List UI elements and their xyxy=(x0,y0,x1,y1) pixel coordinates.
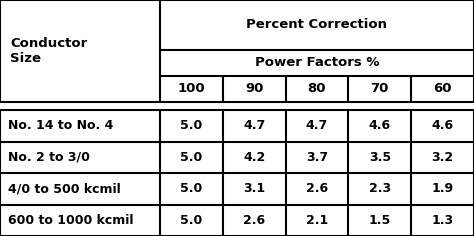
Text: 1.9: 1.9 xyxy=(431,182,454,195)
Text: 2.6: 2.6 xyxy=(306,182,328,195)
Text: 60: 60 xyxy=(433,83,452,96)
Text: No. 14 to No. 4: No. 14 to No. 4 xyxy=(8,119,113,132)
Text: 100: 100 xyxy=(178,83,205,96)
Text: 4.6: 4.6 xyxy=(431,119,454,132)
Text: 4/0 to 500 kcmil: 4/0 to 500 kcmil xyxy=(8,182,121,195)
Text: 80: 80 xyxy=(308,83,326,96)
Text: Conductor
Size: Conductor Size xyxy=(10,37,87,65)
Text: 4.6: 4.6 xyxy=(369,119,391,132)
Text: 2.3: 2.3 xyxy=(369,182,391,195)
Text: 3.5: 3.5 xyxy=(369,151,391,164)
Text: 2.6: 2.6 xyxy=(243,214,265,227)
Text: 1.5: 1.5 xyxy=(369,214,391,227)
Text: 3.7: 3.7 xyxy=(306,151,328,164)
Text: 3.2: 3.2 xyxy=(431,151,454,164)
Text: 5.0: 5.0 xyxy=(180,182,202,195)
Text: 4.7: 4.7 xyxy=(243,119,265,132)
Text: 5.0: 5.0 xyxy=(180,119,202,132)
Text: 5.0: 5.0 xyxy=(180,214,202,227)
Text: 5.0: 5.0 xyxy=(180,151,202,164)
Text: 4.7: 4.7 xyxy=(306,119,328,132)
Text: 1.3: 1.3 xyxy=(431,214,454,227)
Text: Percent Correction: Percent Correction xyxy=(246,18,388,31)
Text: 70: 70 xyxy=(371,83,389,96)
Text: 90: 90 xyxy=(245,83,264,96)
Text: 4.2: 4.2 xyxy=(243,151,265,164)
Text: 2.1: 2.1 xyxy=(306,214,328,227)
Text: Power Factors %: Power Factors % xyxy=(255,56,379,69)
Text: 3.1: 3.1 xyxy=(243,182,265,195)
Text: 600 to 1000 kcmil: 600 to 1000 kcmil xyxy=(8,214,134,227)
Text: No. 2 to 3/0: No. 2 to 3/0 xyxy=(8,151,90,164)
